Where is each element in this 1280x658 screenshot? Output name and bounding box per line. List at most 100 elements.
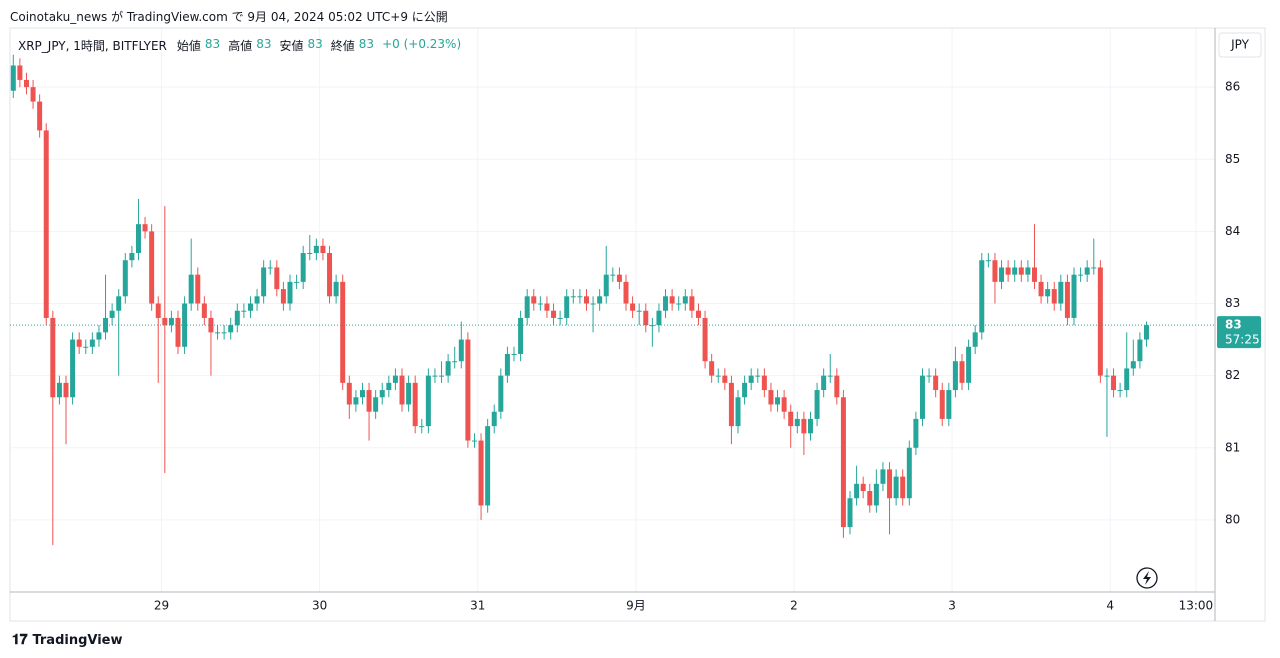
candle-body: [1064, 281, 1070, 318]
candle-body: [1025, 267, 1031, 275]
candle-body: [939, 390, 945, 419]
candle-body: [524, 296, 530, 318]
y-tick-label: 85: [1225, 152, 1240, 166]
candle-body: [261, 267, 267, 297]
legend: XRP_JPY, 1時間, BITFLYER 始値 83 高値 83 安値 83 終値…: [18, 37, 465, 54]
candle-body: [280, 289, 286, 304]
candle-body: [221, 332, 227, 334]
candle-body: [577, 296, 583, 298]
candle-body: [103, 317, 109, 333]
candle-body: [10, 65, 16, 91]
candle-body: [504, 353, 510, 376]
candle-body: [122, 260, 128, 297]
candle-body: [1091, 267, 1097, 269]
candle-body: [366, 390, 372, 412]
candle-body: [992, 260, 998, 282]
candle-body: [274, 267, 280, 290]
change: +0 (+0.23%): [382, 37, 462, 51]
candle-body: [603, 274, 609, 297]
candle-body: [491, 411, 497, 427]
candle-body: [597, 296, 603, 304]
candle-body: [445, 361, 451, 376]
candle-body: [531, 296, 537, 304]
lightning-icon[interactable]: [1136, 567, 1158, 589]
candle-body: [985, 260, 991, 262]
candle-body: [1124, 368, 1130, 391]
last-price-label: 83: [1225, 318, 1242, 332]
candle-body: [788, 411, 794, 427]
candle-body: [412, 382, 418, 427]
candle-body: [76, 339, 82, 347]
grid: [10, 28, 1215, 592]
candle-body: [663, 296, 669, 311]
candle-body: [775, 397, 781, 405]
candle-body: [860, 483, 866, 492]
candle-body: [340, 281, 346, 383]
candle-body: [359, 390, 365, 398]
candle-body: [966, 346, 972, 383]
candle-body: [1137, 339, 1143, 362]
currency-label: JPY: [1230, 38, 1250, 52]
candle-body: [254, 296, 260, 304]
candle-body: [999, 267, 1005, 282]
candle-body: [847, 498, 853, 528]
candle-body: [557, 317, 563, 319]
candle-body: [149, 231, 155, 304]
candle-body: [919, 375, 925, 419]
candle-body: [458, 339, 464, 362]
candle-body: [1045, 289, 1051, 297]
candle-body: [353, 397, 359, 405]
candle-body: [188, 274, 194, 304]
candle-body: [109, 310, 115, 318]
candle-body: [807, 418, 813, 434]
candle-body: [933, 375, 939, 391]
candle-body: [834, 375, 840, 398]
candle-body: [30, 87, 36, 102]
candle-body: [900, 476, 906, 499]
last-price-box: [1217, 316, 1261, 349]
y-tick-label: 83: [1225, 296, 1240, 310]
candle-body: [742, 382, 748, 398]
candle-body: [682, 296, 688, 304]
candle-body: [373, 397, 379, 412]
candle-body: [1084, 267, 1090, 275]
candle-body: [946, 390, 952, 419]
currency-button[interactable]: [1218, 32, 1262, 58]
brand-logo: 𝟏𝟕: [12, 632, 33, 648]
candle-body: [643, 310, 649, 326]
candle-body: [1005, 267, 1011, 275]
candle-body: [814, 390, 820, 419]
x-tick-label: 31: [470, 599, 485, 613]
y-tick-label: 84: [1225, 224, 1240, 238]
x-tick-label: 29: [154, 599, 169, 613]
candle-body: [702, 317, 708, 362]
candle-body: [56, 382, 62, 398]
high-value: 83: [256, 37, 272, 51]
candle-body: [1071, 274, 1077, 318]
candle-body: [761, 375, 767, 391]
symbol: XRP_JPY, 1時間, BITFLYER: [18, 39, 167, 53]
candle-body: [610, 274, 616, 276]
candle-body: [96, 332, 102, 340]
candle-body: [1111, 375, 1117, 391]
close-label: 終値: [330, 39, 355, 53]
candle-body: [346, 382, 352, 405]
publish-header: Coinotaku_news が TradingView.com で 9月 04…: [10, 10, 448, 24]
candle-body: [827, 375, 833, 377]
candle-body: [972, 332, 978, 347]
candle-body: [854, 483, 860, 499]
candle-body: [1012, 267, 1018, 275]
candle-body: [478, 440, 484, 506]
candle-body: [155, 303, 161, 318]
candle-body: [320, 245, 326, 254]
candle-body: [333, 281, 339, 297]
candle-body: [392, 375, 398, 383]
candle-body: [327, 253, 333, 297]
candle-body: [893, 476, 899, 499]
y-tick-label: 86: [1225, 80, 1240, 94]
candle-body: [768, 390, 774, 405]
candle-body: [669, 296, 675, 304]
candle-body: [452, 361, 458, 363]
candle-body: [129, 253, 135, 261]
